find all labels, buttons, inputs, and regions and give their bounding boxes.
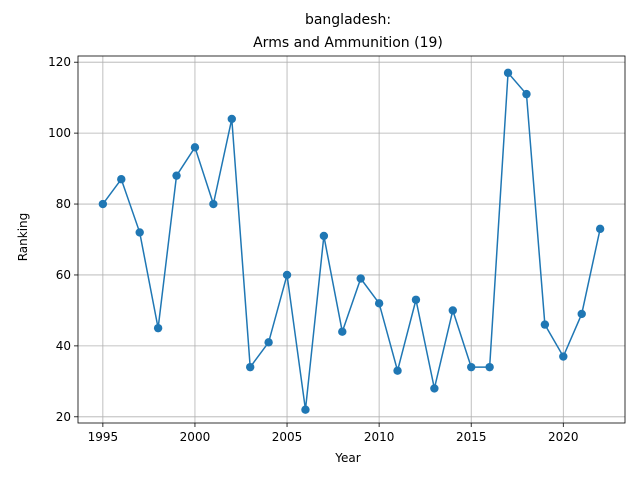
series-layer bbox=[98, 68, 605, 414]
data-point bbox=[98, 199, 108, 209]
data-point bbox=[338, 327, 347, 336]
series-line bbox=[102, 70, 601, 410]
y-tick-label: 120 bbox=[48, 55, 71, 69]
y-tick-label: 40 bbox=[56, 339, 71, 353]
data-point bbox=[172, 171, 181, 180]
data-point bbox=[448, 306, 457, 315]
data-point bbox=[577, 309, 586, 319]
chart-title-line1: bangladesh: bbox=[305, 12, 391, 28]
data-point bbox=[319, 231, 329, 241]
y-tick-label: 80 bbox=[56, 197, 71, 211]
grid bbox=[78, 56, 625, 423]
y-axis-label: Ranking bbox=[16, 213, 30, 262]
data-point bbox=[559, 352, 568, 361]
x-tick-label: 2015 bbox=[456, 430, 487, 444]
axes-frame bbox=[77, 55, 626, 424]
data-point bbox=[246, 362, 255, 372]
data-point bbox=[430, 384, 439, 393]
data-point bbox=[467, 362, 476, 372]
data-point bbox=[301, 405, 310, 414]
data-point bbox=[522, 89, 531, 99]
data-point bbox=[540, 320, 550, 329]
data-point bbox=[282, 270, 292, 280]
chart-title-line2: Arms and Ammunition (19) bbox=[253, 35, 443, 51]
y-tick-label: 100 bbox=[48, 126, 71, 140]
data-point bbox=[503, 68, 513, 78]
x-tick-label: 2000 bbox=[180, 430, 211, 444]
data-point bbox=[190, 143, 200, 152]
y-tick-label: 60 bbox=[56, 268, 71, 282]
data-point bbox=[411, 295, 421, 304]
data-point bbox=[209, 199, 218, 209]
data-point bbox=[117, 175, 126, 184]
data-point bbox=[153, 323, 163, 333]
x-axis-label: Year bbox=[334, 451, 360, 465]
data-point bbox=[374, 299, 384, 308]
x-tick-label: 2020 bbox=[548, 430, 579, 444]
data-point bbox=[393, 366, 402, 375]
data-point bbox=[135, 228, 144, 237]
data-point bbox=[595, 224, 605, 234]
data-point bbox=[485, 362, 494, 372]
y-tick-label: 20 bbox=[56, 410, 71, 424]
data-point bbox=[227, 114, 236, 124]
x-tick-label: 2005 bbox=[272, 430, 303, 444]
x-tick-label: 2010 bbox=[364, 430, 395, 444]
data-point bbox=[356, 274, 365, 283]
x-tick-label: 1995 bbox=[88, 430, 119, 444]
data-point bbox=[264, 338, 273, 347]
